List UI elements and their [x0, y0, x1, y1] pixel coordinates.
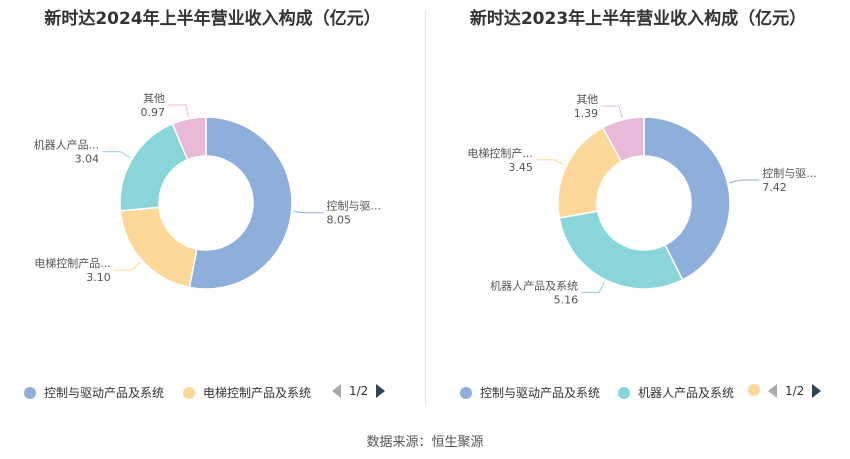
- legend-prev-arrow-icon[interactable]: [332, 384, 341, 398]
- slice-value: 5.16: [554, 293, 579, 306]
- donut-slice[interactable]: [188, 116, 293, 290]
- chart-panel-2023: 新时达2023年上半年营业收入构成（亿元） 控制与驱... 7.42 机器人产品及系…: [426, 0, 850, 410]
- legend-label: 控制与驱动产品及系统: [44, 386, 165, 400]
- leader-line: [168, 104, 189, 117]
- legend-marker: [618, 386, 630, 399]
- slice-label: 其他: [143, 92, 165, 105]
- chart-title: 新时达2024年上半年营业收入构成（亿元）: [44, 9, 381, 29]
- donut-slice[interactable]: [119, 206, 198, 289]
- legend-next-arrow-icon[interactable]: [812, 384, 822, 398]
- slice-label: 控制与驱...: [327, 199, 382, 213]
- slice-label: 控制与驱...: [762, 166, 817, 180]
- panel-divider: [425, 10, 426, 405]
- donut-slice[interactable]: [643, 116, 731, 281]
- leader-line: [601, 105, 623, 118]
- leader-line: [535, 159, 565, 166]
- legend-page-indicator: 1/2: [349, 384, 369, 398]
- legend-item[interactable]: 控制与驱动产品及系统: [24, 384, 164, 401]
- donut-slice[interactable]: [171, 116, 207, 161]
- leader-line: [581, 281, 605, 293]
- slice-label: 机器人产品...: [34, 138, 100, 152]
- slice-value: 1.39: [574, 107, 599, 120]
- legend-prev-arrow-icon[interactable]: [768, 384, 777, 398]
- legend-marker: [183, 386, 195, 399]
- legend-item[interactable]: 机器人产品及系统: [618, 384, 734, 401]
- chart-title: 新时达2023年上半年营业收入构成（亿元）: [469, 9, 807, 29]
- slice-value: 7.42: [762, 181, 787, 194]
- legend-label: 机器人产品及系统: [638, 386, 735, 400]
- legend-pager: 1/2: [332, 384, 386, 398]
- chart-panel-2024: 新时达2024年上半年营业收入构成（亿元） 控制与驱... 8.05 电梯控制产品.…: [0, 0, 425, 410]
- slice-value: 0.97: [141, 106, 166, 119]
- slice-value: 3.10: [86, 271, 111, 284]
- donut-slice[interactable]: [601, 116, 645, 163]
- leader-line: [729, 179, 760, 184]
- legend-item[interactable]: 电梯控制产品及系统: [183, 384, 311, 401]
- leader-line: [113, 261, 141, 271]
- legend-label: 电梯控制产品及系统: [203, 386, 312, 400]
- slice-value: 8.05: [327, 214, 352, 227]
- slice-label: 机器人产品及系统: [490, 278, 578, 292]
- legend-next-arrow-icon[interactable]: [376, 384, 386, 398]
- legend: 控制与驱动产品及系统 电梯控制产品及系统 1/2: [0, 384, 425, 404]
- slice-label: 其他: [576, 93, 598, 106]
- data-source: 数据来源：恒生聚源: [366, 435, 484, 450]
- slice-label: 电梯控制产...: [467, 146, 533, 160]
- leader-line: [293, 211, 324, 214]
- slice-label: 电梯控制产品...: [34, 256, 111, 270]
- legend-item[interactable]: [748, 384, 768, 396]
- legend-marker: [24, 386, 36, 399]
- legend-marker: [748, 384, 760, 396]
- donut-chart: 控制与驱...8.05 电梯控制产品...3.10 机器人产品...3.04 其他0.…: [34, 92, 382, 290]
- slice-value: 3.04: [75, 153, 100, 166]
- legend-pager: 1/2: [768, 384, 822, 398]
- leader-line: [102, 151, 131, 159]
- legend-label: 控制与驱动产品及系统: [480, 386, 601, 400]
- legend: 控制与驱动产品及系统 机器人产品及系统 1/2: [426, 384, 850, 404]
- legend-item[interactable]: 控制与驱动产品及系统: [460, 384, 600, 401]
- slice-value: 3.45: [508, 161, 533, 174]
- legend-marker: [460, 386, 472, 399]
- legend-page-indicator: 1/2: [785, 384, 805, 398]
- donut-slice[interactable]: [558, 210, 684, 290]
